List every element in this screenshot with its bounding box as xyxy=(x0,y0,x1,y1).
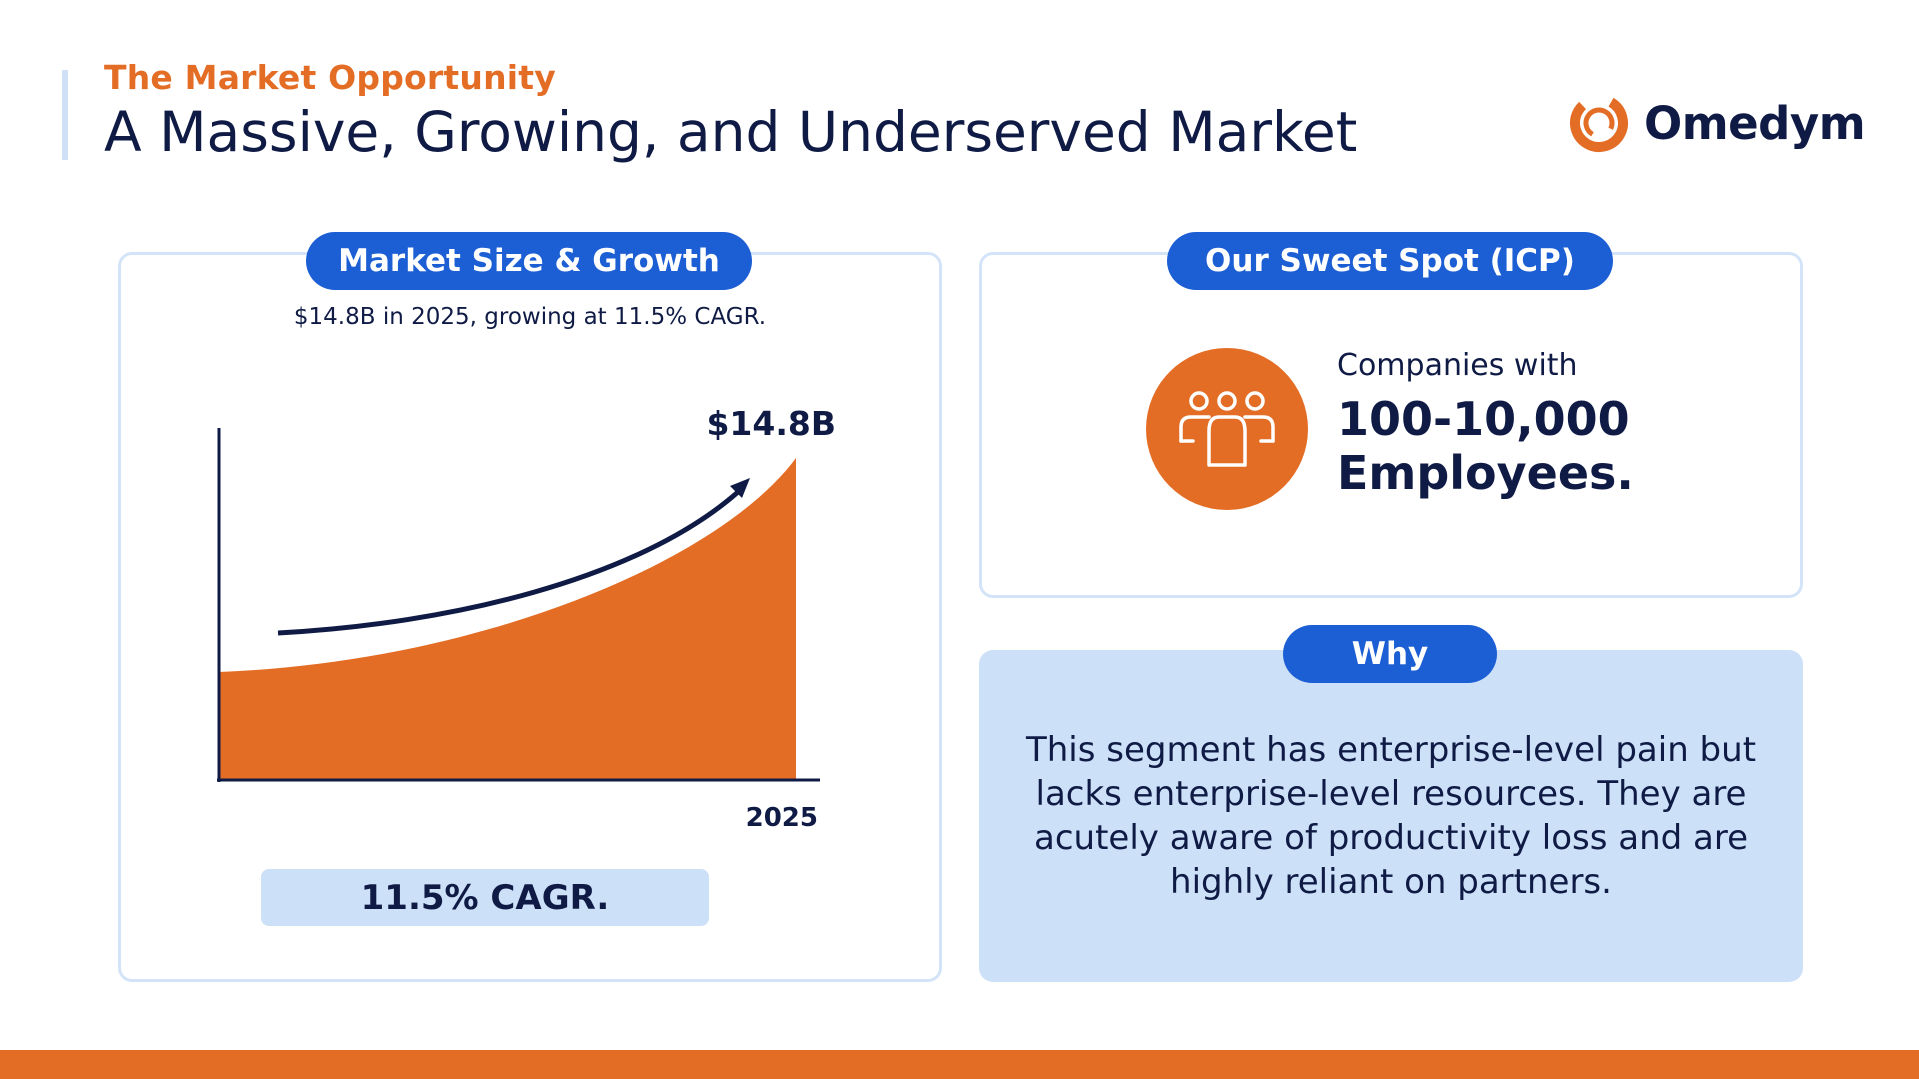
why-body-text: This segment has enterprise-level pain b… xyxy=(1025,730,1757,902)
team-group-icon xyxy=(1179,391,1275,467)
x-tick-label: 2025 xyxy=(746,803,818,833)
icp-employee-range: 100-10,000 Employees. xyxy=(1337,392,1634,500)
cagr-badge: 11.5% CAGR. xyxy=(261,869,709,926)
market-area-series xyxy=(219,458,796,780)
market-size-pill: Market Size & Growth xyxy=(306,232,752,290)
icp-lead-text: Companies with xyxy=(1337,348,1578,383)
ring-logo-icon xyxy=(1570,94,1628,152)
chart-data-label: $14.8B xyxy=(706,404,836,443)
section-eyebrow: The Market Opportunity xyxy=(104,58,556,97)
footer-accent-bar xyxy=(0,1050,1919,1079)
market-growth-chart: $14.8B 2025 xyxy=(217,404,836,833)
growth-arrowhead xyxy=(730,478,750,498)
icp-value-line1: 100-10,000 xyxy=(1337,392,1630,446)
brand-name: Omedym xyxy=(1644,96,1866,150)
brand-logo: Omedym xyxy=(1566,90,1866,156)
icp-pill: Our Sweet Spot (ICP) xyxy=(1167,232,1613,290)
why-card xyxy=(979,650,1803,982)
market-subtitle: $14.8B in 2025, growing at 11.5% CAGR. xyxy=(293,304,767,330)
why-pill: Why xyxy=(1283,625,1497,683)
growth-arrow xyxy=(277,490,740,636)
page-title: A Massive, Growing, and Underserved Mark… xyxy=(104,100,1358,164)
icp-value-line2: Employees. xyxy=(1337,446,1634,500)
title-accent-bar xyxy=(62,70,68,160)
icp-icon-circle xyxy=(1146,348,1308,510)
